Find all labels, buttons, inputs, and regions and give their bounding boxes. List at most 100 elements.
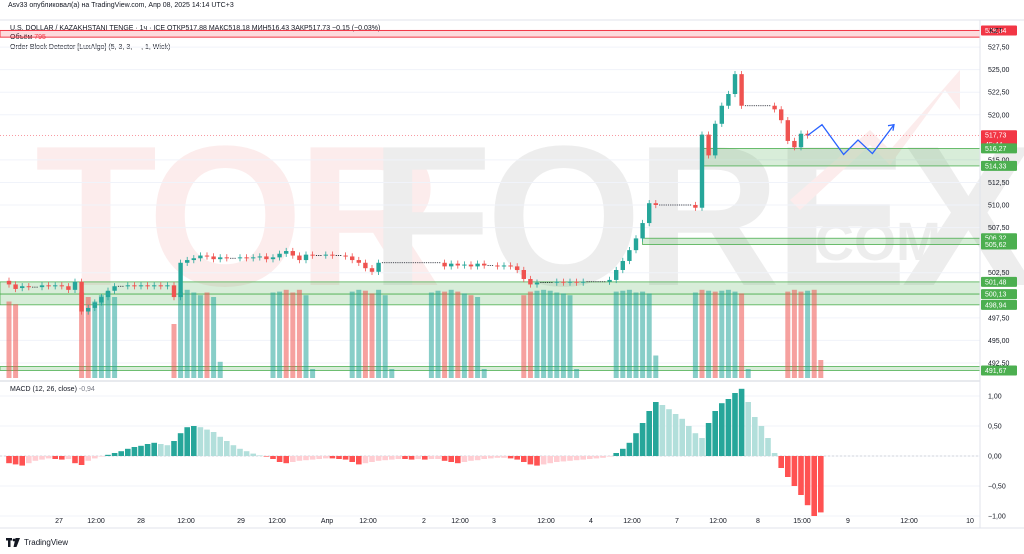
macd-bar xyxy=(461,456,468,462)
price-tag xyxy=(981,365,1017,376)
candle xyxy=(528,279,533,285)
macd-bar xyxy=(303,456,309,461)
macd-bar xyxy=(659,405,666,456)
macd-bar xyxy=(408,456,415,460)
volume-bar xyxy=(184,289,190,378)
candle xyxy=(152,285,157,287)
forecast-path xyxy=(807,123,895,156)
candle xyxy=(46,285,51,287)
price-tag xyxy=(981,160,1017,171)
candle xyxy=(330,254,335,256)
candle xyxy=(310,254,315,256)
candle xyxy=(554,281,559,283)
price-axis-label: 512,50 xyxy=(988,180,1010,187)
volume-bar xyxy=(92,301,98,378)
volume-bar xyxy=(805,290,811,378)
macd-bar xyxy=(752,417,758,456)
published-line: Asv33 опубликовал(а) на TradingView.com,… xyxy=(8,2,234,9)
candle xyxy=(508,265,513,267)
volume-bar xyxy=(211,297,217,378)
bullish-order-block xyxy=(0,293,981,306)
macd-bar xyxy=(448,456,454,462)
volume-bar xyxy=(798,291,804,378)
candle xyxy=(495,265,500,267)
volume-bar xyxy=(653,355,659,378)
macd-bar xyxy=(527,456,534,465)
macd-bar xyxy=(488,456,494,459)
time-axis-label: 12:00 xyxy=(87,518,105,525)
candle xyxy=(581,281,586,283)
candle xyxy=(620,260,625,270)
volume-bar xyxy=(277,291,283,378)
macd-bar xyxy=(336,456,342,459)
candle xyxy=(356,260,361,263)
macd-bar xyxy=(257,455,263,456)
candle xyxy=(607,279,612,282)
time-axis-label: 28 xyxy=(137,518,145,525)
candle xyxy=(713,123,718,156)
macd-bar xyxy=(263,456,270,457)
candle xyxy=(53,285,58,287)
macd-axis-label: 1,00 xyxy=(988,394,1002,401)
candle xyxy=(198,255,203,259)
macd-bar xyxy=(250,453,256,456)
macd-bar xyxy=(633,433,639,456)
macd-axis-label: 0,50 xyxy=(988,424,1002,431)
macd-bar xyxy=(32,456,39,461)
volume-bar xyxy=(613,291,619,378)
macd-bar xyxy=(613,453,619,456)
footer-brand: TradingView xyxy=(24,538,69,547)
price-axis-label: 497,50 xyxy=(988,315,1010,322)
macd-bar xyxy=(639,423,646,456)
time-axis-label: 15:00 xyxy=(793,518,811,525)
volume-bar xyxy=(468,295,474,378)
candle xyxy=(785,120,790,141)
volume-bar xyxy=(191,292,197,378)
time-axis-label: 12:00 xyxy=(177,518,195,525)
macd-axis[interactable]: 1,00 0,50 0,00 −0,50 −1,00 xyxy=(988,394,1006,521)
time-axis-label: Апр xyxy=(321,518,333,525)
candle xyxy=(86,307,91,312)
macd-bar xyxy=(811,456,817,516)
macd-bar xyxy=(580,456,586,460)
volume-bar xyxy=(356,289,362,378)
volume-bar xyxy=(640,291,646,378)
candle xyxy=(72,281,78,290)
volume-bar xyxy=(706,290,712,378)
volume-bar xyxy=(290,292,296,378)
price-axis[interactable]: 527,50 525,00 522,50 520,00 515,00 512,50 510,… xyxy=(988,45,1010,368)
volume-bar xyxy=(626,289,632,378)
macd-bar xyxy=(197,427,204,456)
time-axis-label: 12:00 xyxy=(359,518,377,525)
macd-bar xyxy=(290,456,296,462)
price-axis-label: 522,50 xyxy=(988,90,1010,97)
macd-bar xyxy=(587,456,593,459)
macd-bar xyxy=(19,456,25,466)
candle xyxy=(805,133,810,136)
price-axis-label: 502,50 xyxy=(988,270,1010,277)
forecast-line xyxy=(807,123,895,156)
candle xyxy=(145,285,150,287)
time-axis-label: 10 xyxy=(966,518,974,525)
volume-bar xyxy=(112,297,118,378)
macd-bar xyxy=(105,454,111,456)
svg-text:FOREX: FOREX xyxy=(370,105,1024,328)
time-axis[interactable]: 27 12:00 28 12:00 29 12:00 Апр 12:00 2 12:00 3 12:0… xyxy=(55,518,974,525)
volume-bar xyxy=(547,290,553,378)
symbol-legend[interactable]: U.S. DOLLAR / KAZAKHSTANI TENGE · 1ч · I… xyxy=(10,24,380,33)
macd-legend[interactable]: MACD (12, 26, close) -0,94 xyxy=(10,385,95,394)
time-axis-label: 7 xyxy=(675,518,679,525)
bearish-order-block xyxy=(0,29,981,38)
candle xyxy=(350,256,355,261)
volume-bar xyxy=(739,293,745,378)
candle xyxy=(277,253,282,258)
macd-bar xyxy=(507,456,514,459)
macd-axis-label: −1,00 xyxy=(988,514,1006,521)
macd-bar xyxy=(791,456,798,486)
candle xyxy=(165,285,170,287)
candle xyxy=(363,262,368,269)
candle xyxy=(257,256,262,258)
volume-bar xyxy=(389,369,395,378)
time-axis-label: 12:00 xyxy=(451,518,469,525)
